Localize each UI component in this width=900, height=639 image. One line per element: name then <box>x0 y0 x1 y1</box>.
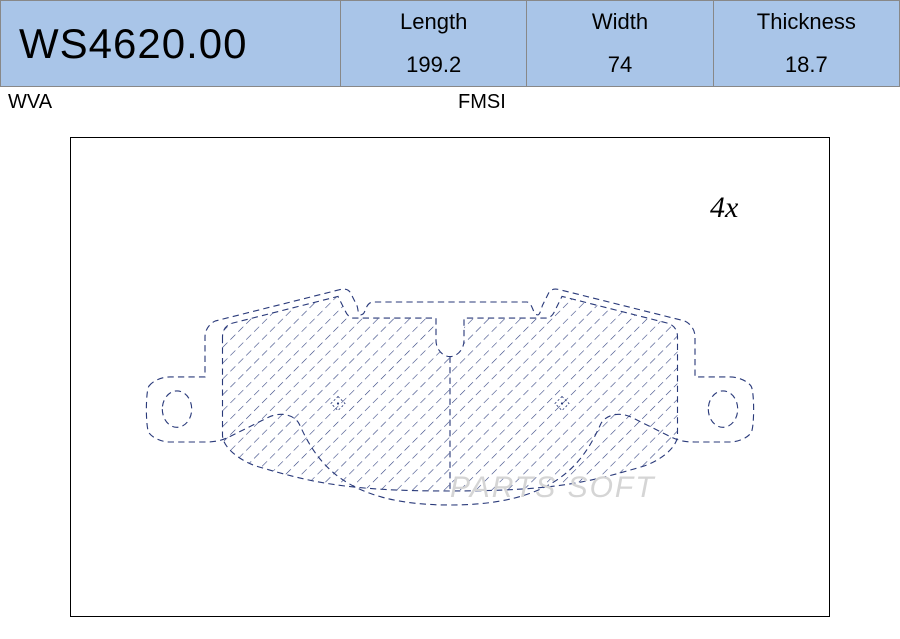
dim-thickness-label: Thickness <box>714 1 899 44</box>
brake-pad-diagram: 4x PARTS SOFT <box>70 137 830 617</box>
svg-text:PARTS SOFT: PARTS SOFT <box>450 471 656 504</box>
dim-thickness-value: 18.7 <box>714 44 899 87</box>
part-number: WS4620.00 <box>1 1 341 86</box>
dim-thickness: Thickness 18.7 <box>714 1 899 86</box>
wva-label: WVA <box>0 91 450 114</box>
dim-width: Width 74 <box>527 1 713 86</box>
sub-header: WVA FMSI <box>0 87 900 117</box>
svg-text:4x: 4x <box>710 191 739 224</box>
dim-length: Length 199.2 <box>341 1 527 86</box>
dim-length-value: 199.2 <box>341 44 526 87</box>
spec-header: WS4620.00 Length 199.2 Width 74 Thicknes… <box>0 0 900 87</box>
dim-width-value: 74 <box>527 44 712 87</box>
diagram-frame: 4x PARTS SOFT <box>70 137 830 617</box>
dim-length-label: Length <box>341 1 526 44</box>
fmsi-label: FMSI <box>450 91 900 114</box>
dim-width-label: Width <box>527 1 712 44</box>
